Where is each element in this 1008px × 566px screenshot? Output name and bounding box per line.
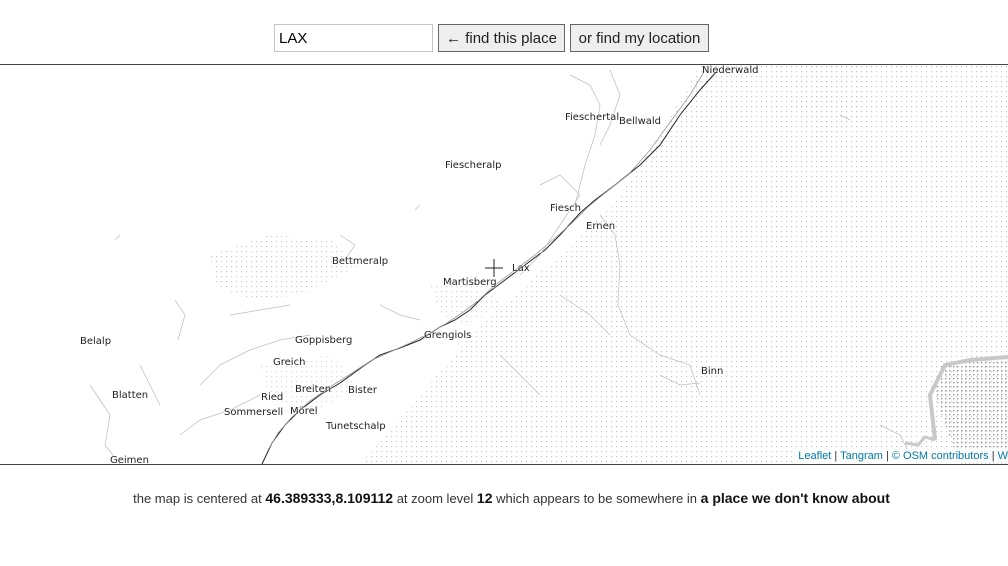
find-my-location-button[interactable]: or find my location [570,24,709,52]
border-line [927,355,1008,441]
place-label: Bellwald [619,116,662,127]
place-label: Greich [273,357,306,368]
place-label: Ried [261,392,284,403]
border-line [904,435,936,447]
forest-area [260,355,360,410]
find-this-place-button[interactable]: ← find this place [438,24,565,52]
zoom-level: 12 [476,490,493,506]
place-label: Breiten [295,384,332,395]
place-prefix: which appears to be somewhere in [496,491,698,506]
place-label: Lax [512,263,530,274]
place-label: Belalp [80,336,112,347]
place-label: Ernen [586,221,616,232]
map-status-line: the map is centered at 46.389333,8.10911… [0,490,1008,506]
forest-area [210,235,360,300]
resolved-place: a place we don't know about [700,490,890,506]
osm-contributors-link[interactable]: © OSM contributors [891,450,989,462]
place-label: Fieschertal [565,112,620,123]
map-attribution: Leaflet | Tangram | © OSM contributors |… [794,449,1008,463]
place-label: Sommersell [224,407,284,418]
place-label: Tunetschalp [326,421,386,432]
main-road [261,69,719,464]
place-label: Binn [701,366,724,377]
place-label: Blatten [112,390,149,401]
tangram-link[interactable]: Tangram [840,450,883,462]
map-view[interactable]: Niederwald Fieschertal Bellwald Fiescher… [0,64,1008,465]
center-coordinates: 46.389333,8.109112 [265,490,394,506]
forest-area [430,275,500,325]
search-bar: ← find this place or find my location [274,24,709,52]
forest-area [360,65,1008,464]
place-label: Grengiols [424,330,472,341]
forest-area [790,65,870,145]
extra-attribution-link[interactable]: W [997,450,1008,462]
place-label: Bettmeralp [332,256,389,267]
place-label: Fiesch [550,203,582,214]
map-center-crosshair [485,259,503,277]
zoom-prefix: at zoom level [396,491,474,506]
place-label: Fiescheralp [445,160,502,171]
place-label: Mörel [290,406,318,417]
map-tiles [89,65,1008,464]
alpine-area [935,355,1008,464]
place-label: Martisberg [443,277,497,288]
place-label: Niederwald [702,65,759,76]
place-label: Bister [348,385,378,396]
place-search-input[interactable] [274,24,433,52]
place-label: Geimen [110,455,149,465]
status-prefix: the map is centered at [133,491,262,506]
river [267,69,706,451]
place-label: Goppisberg [295,335,353,346]
leaflet-link[interactable]: Leaflet [798,450,832,462]
